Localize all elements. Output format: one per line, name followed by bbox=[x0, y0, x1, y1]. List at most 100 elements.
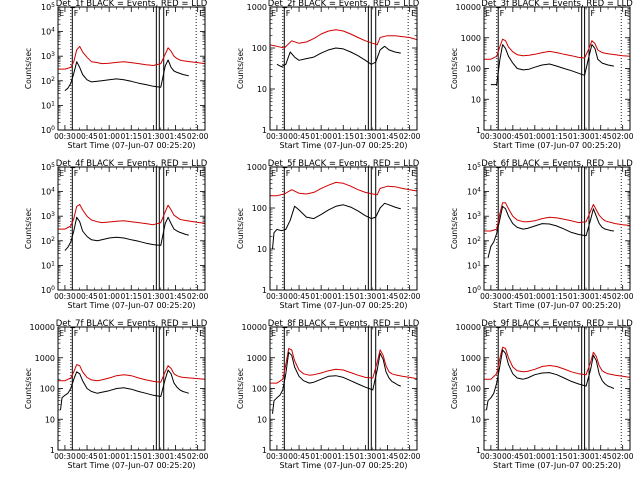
x-tick-label: 01:15 bbox=[120, 292, 142, 301]
y-tick-label: 100 bbox=[40, 385, 55, 394]
panel-title: Det_1f BLACK = Events, RED = LLD bbox=[56, 0, 208, 9]
x-tick-label: 00:45 bbox=[502, 132, 524, 141]
x-tick-label: 01:15 bbox=[546, 132, 568, 141]
y-tick-label: 1 bbox=[476, 126, 481, 135]
x-tick-label: 00:45 bbox=[76, 452, 98, 461]
x-tick-label: 00:30 bbox=[480, 292, 502, 301]
y-tick-label: 101 bbox=[41, 260, 55, 270]
marker-label: F bbox=[377, 329, 382, 338]
x-tick-label: 01:15 bbox=[332, 132, 354, 141]
marker-label: E bbox=[59, 9, 64, 18]
x-tick-label: 01:00 bbox=[310, 132, 332, 141]
marker-label: E bbox=[485, 169, 490, 178]
x-tick-label: 01:30 bbox=[143, 452, 165, 461]
marker-label: E bbox=[271, 9, 276, 18]
marker-label: F bbox=[165, 169, 170, 178]
panel-title: Det_9f BLACK = Events, RED = LLD bbox=[481, 319, 633, 329]
x-axis-label: Start Time (07-Jun-07 00:25:20) bbox=[493, 301, 621, 310]
marker-label: E bbox=[59, 169, 64, 178]
x-axis-label: Start Time (07-Jun-07 00:25:20) bbox=[68, 461, 196, 470]
marker-label: F bbox=[286, 329, 291, 338]
marker-label: E bbox=[485, 9, 490, 18]
y-tick-label: 1000 bbox=[247, 3, 267, 12]
y-tick-label: 105 bbox=[41, 2, 55, 12]
marker-label: F bbox=[165, 329, 170, 338]
y-tick-label: 103 bbox=[41, 51, 55, 61]
marker-label: F bbox=[377, 169, 382, 178]
y-tick-label: 1000 bbox=[461, 354, 481, 363]
x-tick-label: 00:30 bbox=[480, 132, 502, 141]
time-markers bbox=[282, 167, 409, 290]
y-tick-label: 10 bbox=[471, 415, 481, 424]
series-lld bbox=[484, 38, 630, 60]
x-tick-label: 00:30 bbox=[54, 452, 76, 461]
x-tick-label: 01:30 bbox=[355, 452, 377, 461]
series-events bbox=[272, 351, 401, 414]
y-tick-label: 1000 bbox=[247, 163, 267, 172]
y-tick-label: 1000 bbox=[247, 354, 267, 363]
x-tick-label: 01:00 bbox=[524, 452, 546, 461]
marker-label: E bbox=[485, 329, 490, 338]
x-tick-label: 02:00 bbox=[612, 132, 634, 141]
x-tick-label: 01:00 bbox=[310, 452, 332, 461]
time-markers bbox=[496, 327, 622, 450]
panel-det-5: Det_5f BLACK = Events, RED = LLD 1 10 100 10… bbox=[236, 159, 421, 310]
x-tick-label: 00:45 bbox=[288, 292, 310, 301]
y-tick-label: 1 bbox=[262, 286, 267, 295]
y-tick-label: 10 bbox=[471, 95, 481, 104]
x-axis-label: Start Time (07-Jun-07 00:25:20) bbox=[280, 461, 408, 470]
x-tick-label: 01:45 bbox=[377, 132, 399, 141]
x-tick-label: 02:00 bbox=[187, 452, 209, 461]
time-markers bbox=[70, 167, 197, 290]
y-tick-label: 1000 bbox=[35, 354, 55, 363]
x-tick-label: 01:30 bbox=[355, 292, 377, 301]
x-tick-label: 00:45 bbox=[76, 132, 98, 141]
x-tick-label: 01:45 bbox=[590, 132, 612, 141]
plot-frame bbox=[269, 166, 418, 291]
marker-label: F bbox=[500, 329, 505, 338]
time-markers bbox=[70, 327, 197, 450]
panel-title: Det_5f BLACK = Events, RED = LLD bbox=[268, 159, 420, 169]
marker-label: E bbox=[199, 169, 204, 178]
panel-title: Det_2f BLACK = Events, RED = LLD bbox=[268, 0, 420, 9]
marker-label: E bbox=[271, 329, 276, 338]
y-axis-label: Counts/sec bbox=[236, 368, 245, 409]
y-axis-label: Counts/sec bbox=[450, 48, 459, 89]
x-tick-label: 00:45 bbox=[288, 132, 310, 141]
plot-frame bbox=[269, 6, 418, 131]
series-lld bbox=[270, 348, 417, 384]
x-tick-label: 01:30 bbox=[355, 132, 377, 141]
y-tick-label: 105 bbox=[41, 162, 55, 172]
x-axis-label: Start Time (07-Jun-07 00:25:20) bbox=[280, 141, 408, 150]
plot-frame bbox=[269, 326, 418, 451]
x-tick-label: 01:45 bbox=[377, 452, 399, 461]
y-tick-label: 1 bbox=[262, 446, 267, 455]
marker-label: E bbox=[411, 9, 416, 18]
series-events bbox=[486, 349, 615, 411]
y-axis-label: Counts/sec bbox=[24, 48, 33, 89]
marker-label: E bbox=[411, 169, 416, 178]
y-tick-label: 10 bbox=[257, 85, 267, 94]
x-tick-label: 01:45 bbox=[590, 452, 612, 461]
y-tick-label: 104 bbox=[41, 187, 55, 197]
y-tick-label: 1 bbox=[476, 446, 481, 455]
panel-det-4: Det_4f BLACK = Events, RED = LLD 100 101 10… bbox=[24, 159, 209, 310]
series-group bbox=[58, 204, 205, 251]
plot-frame bbox=[57, 6, 206, 131]
x-tick-label: 01:45 bbox=[590, 292, 612, 301]
x-axis-label: Start Time (07-Jun-07 00:25:20) bbox=[68, 141, 196, 150]
marker-label: F bbox=[500, 9, 505, 18]
plot-frame bbox=[483, 6, 631, 131]
y-tick-label: 1 bbox=[262, 126, 267, 135]
marker-label: F bbox=[500, 169, 505, 178]
plot-frame bbox=[57, 326, 206, 451]
x-tick-label: 00:45 bbox=[502, 292, 524, 301]
marker-label: E bbox=[199, 329, 204, 338]
x-tick-label: 02:00 bbox=[399, 292, 421, 301]
x-tick-label: 01:00 bbox=[98, 132, 120, 141]
x-tick-label: 01:00 bbox=[524, 292, 546, 301]
series-events bbox=[487, 205, 614, 259]
y-tick-label: 10 bbox=[45, 415, 55, 424]
x-tick-label: 01:00 bbox=[98, 452, 120, 461]
